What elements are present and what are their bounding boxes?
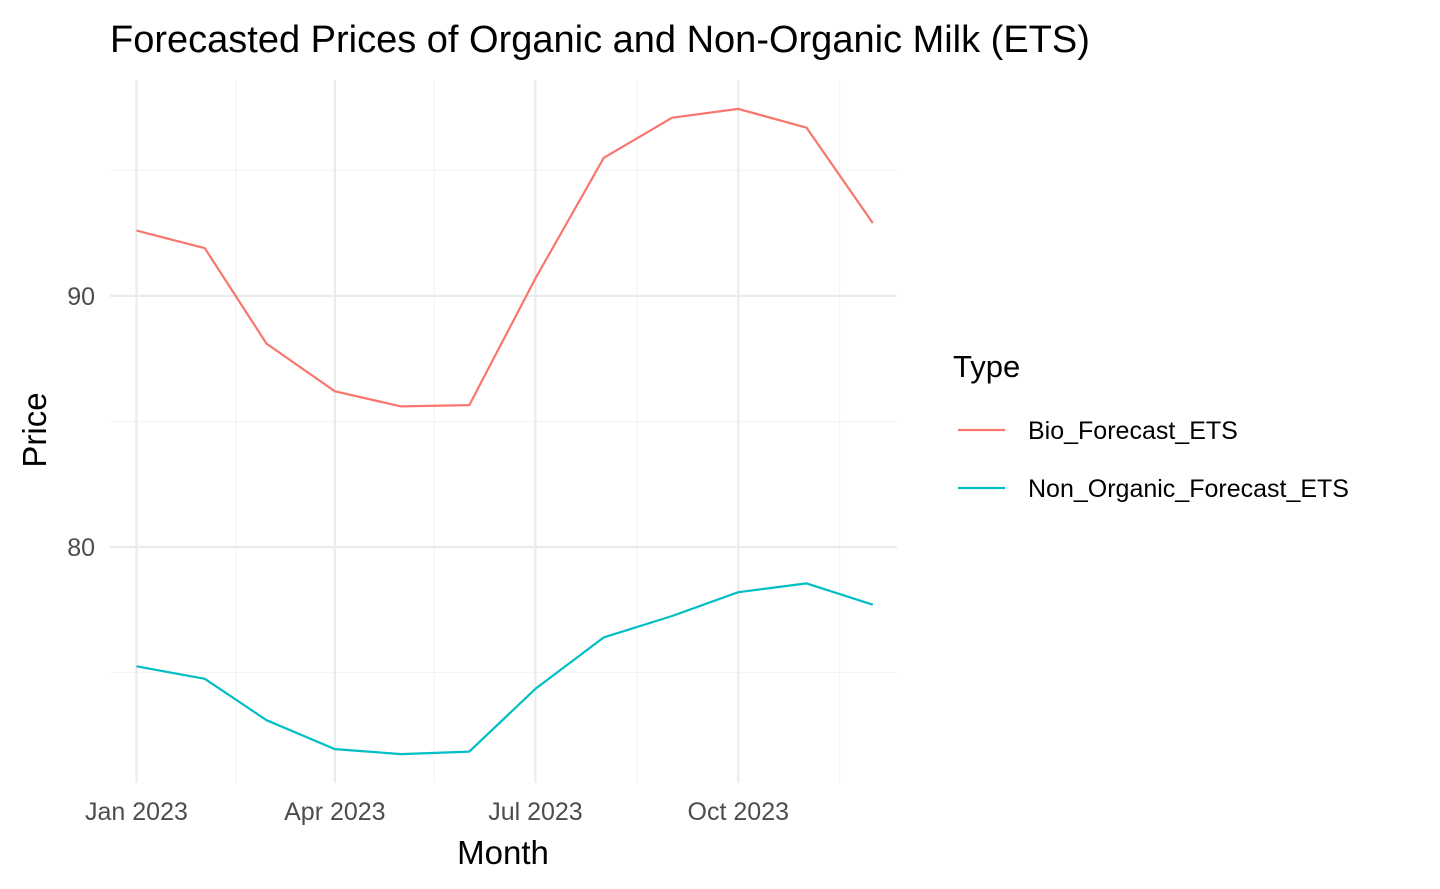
- major-x-gridlines: [135, 80, 740, 783]
- x-tick-label: Apr 2023: [284, 798, 385, 826]
- minor-y-gridlines: [110, 169, 897, 674]
- chart-title: Forecasted Prices of Organic and Non-Org…: [110, 19, 1090, 61]
- series-line: [136, 582, 874, 756]
- y-tick-label: 80: [67, 534, 95, 562]
- major-y-gridlines: [110, 294, 897, 549]
- legend-label: Bio_Forecast_ETS: [1028, 417, 1238, 445]
- legend: Type Bio_Forecast_ETS Non_Organic_Forecas…: [953, 349, 1349, 503]
- legend-label: Non_Organic_Forecast_ETS: [1028, 475, 1349, 503]
- y-tick-label: 90: [67, 283, 95, 311]
- x-tick-label: Jul 2023: [488, 798, 583, 826]
- legend-title: Type: [953, 349, 1020, 384]
- y-axis-tick-labels: 80 90: [67, 283, 95, 562]
- x-axis-tick-labels: Jan 2023 Apr 2023 Jul 2023 Oct 2023: [85, 798, 789, 826]
- series-line: [136, 107, 874, 408]
- y-axis-title: Price: [16, 392, 53, 467]
- series-lines: [136, 107, 874, 756]
- minor-x-gridlines: [235, 80, 841, 783]
- x-tick-label: Jan 2023: [85, 798, 188, 826]
- legend-items: Bio_Forecast_ETS Non_Organic_Forecast_ETS: [958, 417, 1349, 503]
- x-tick-label: Oct 2023: [688, 798, 789, 826]
- x-axis-title: Month: [457, 834, 549, 871]
